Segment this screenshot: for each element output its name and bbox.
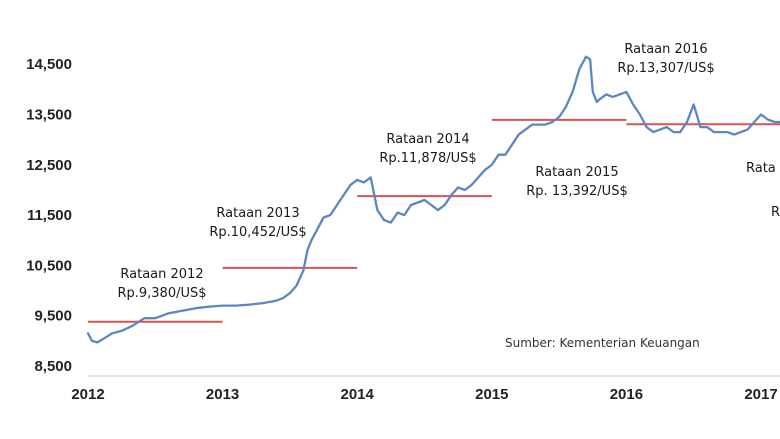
- y-tick-label: 9,500: [34, 308, 72, 325]
- average-label-value: Rp.9,380/US$: [117, 286, 206, 301]
- y-axis-ticks: 8,500 9,500 10,500 11,500 12,500 13,500 14,500: [26, 56, 72, 375]
- y-tick-label: 11,500: [27, 207, 72, 224]
- x-tick-label: 2012: [71, 386, 104, 403]
- x-tick-label: 2014: [341, 386, 375, 403]
- clipped-label: R: [771, 205, 780, 220]
- y-tick-label: 8,500: [34, 358, 72, 375]
- source-note: Sumber: Kementerian Keuangan: [505, 336, 700, 350]
- average-label-value: Rp. 13,392/US$: [526, 184, 627, 199]
- average-label-value: Rp.10,452/US$: [209, 225, 306, 240]
- average-label-value: Rp.13,307/US$: [617, 61, 714, 76]
- clipped-labels: Rata R: [746, 161, 780, 220]
- y-tick-label: 14,500: [26, 56, 72, 73]
- clipped-label: Rata: [746, 161, 776, 176]
- average-lines: [88, 118, 780, 323]
- series-line-rupiah-usd: [86, 55, 780, 344]
- average-labels: Rataan 2012 Rp.9,380/US$ Rataan 2013 Rp.10,…: [117, 42, 714, 301]
- average-label-year: Rataan 2016: [624, 42, 707, 57]
- x-axis-ticks: 2012 2013 2014 2015 2016 2017: [71, 386, 777, 403]
- x-tick-label: 2013: [206, 386, 239, 403]
- y-tick-label: 10,500: [26, 257, 72, 274]
- x-tick-label: 2016: [610, 386, 643, 403]
- average-label-year: Rataan 2014: [386, 132, 469, 147]
- average-label-value: Rp.11,878/US$: [379, 151, 476, 166]
- average-label-year: Rataan 2012: [120, 267, 203, 282]
- average-label-year: Rataan 2015: [535, 165, 618, 180]
- y-tick-label: 13,500: [26, 107, 72, 124]
- y-tick-label: 12,500: [26, 157, 72, 174]
- x-tick-label: 2017: [744, 386, 777, 403]
- x-tick-label: 2015: [475, 386, 508, 403]
- average-label-year: Rataan 2013: [216, 206, 299, 221]
